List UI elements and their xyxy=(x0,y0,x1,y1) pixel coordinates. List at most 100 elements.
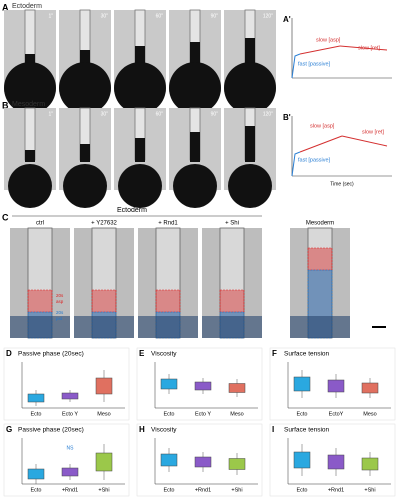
plot-frame xyxy=(3,423,130,497)
label: EctoY xyxy=(329,411,344,417)
explant xyxy=(59,62,111,114)
asp-region xyxy=(155,289,181,313)
label: fast [passive] xyxy=(298,61,331,67)
asp-region xyxy=(307,247,333,271)
label: +Shi xyxy=(364,487,375,493)
label: +Rnd1 xyxy=(328,487,344,493)
label: slow [asp] xyxy=(310,123,335,129)
explant xyxy=(118,164,162,208)
label: fast [passive] xyxy=(298,157,331,163)
label: Passive phase (20sec) xyxy=(18,427,84,434)
aspirated-tongue xyxy=(135,138,145,162)
label: Meso xyxy=(230,411,243,417)
box xyxy=(327,454,345,470)
asp-region xyxy=(91,289,117,313)
label: + Y27632 xyxy=(91,221,117,227)
scale-bar xyxy=(372,326,386,328)
label: G xyxy=(6,425,12,434)
explant xyxy=(169,62,221,114)
label: Ectoderm xyxy=(117,207,147,214)
plot-frame xyxy=(269,423,396,497)
box xyxy=(95,377,113,395)
aspirated-tongue xyxy=(190,132,200,162)
label: I xyxy=(272,425,274,434)
box xyxy=(27,393,45,403)
asp-region xyxy=(27,289,53,313)
label: pst xyxy=(56,316,63,321)
label: 60" xyxy=(156,111,164,117)
aspirated-tongue xyxy=(80,144,90,162)
box xyxy=(160,453,178,467)
explant xyxy=(4,62,56,114)
explant xyxy=(224,62,276,114)
label: 20s xyxy=(56,293,64,298)
box xyxy=(160,378,178,390)
label: +Rnd1 xyxy=(195,487,211,493)
box xyxy=(61,392,79,400)
label: A xyxy=(2,2,9,12)
box xyxy=(61,467,79,477)
label: Viscosity xyxy=(151,351,177,358)
label: 120" xyxy=(263,111,273,117)
label: Ectoderm xyxy=(12,3,42,10)
label: Ecto xyxy=(296,411,307,417)
label: 1" xyxy=(48,111,53,117)
label: 90" xyxy=(211,111,219,117)
explant xyxy=(63,164,107,208)
label: Mesoderm xyxy=(12,101,45,108)
aspirated-tongue xyxy=(25,150,35,162)
label: 120" xyxy=(263,13,273,19)
explant xyxy=(114,62,166,114)
label: asp xyxy=(56,299,64,304)
label: + Shi xyxy=(225,221,239,227)
label: B' xyxy=(283,113,291,122)
curve-asp xyxy=(299,135,343,153)
asp-region xyxy=(219,289,245,313)
label: A' xyxy=(283,15,291,24)
explant-base xyxy=(74,316,134,338)
label: B xyxy=(2,100,9,110)
label: C xyxy=(2,212,9,222)
label: Ecto Y xyxy=(195,411,211,417)
label: +Rnd1 xyxy=(62,487,78,493)
label: 90" xyxy=(211,13,219,19)
label: NS xyxy=(67,445,75,451)
label: slow [ret] xyxy=(358,45,380,51)
label: E xyxy=(139,349,145,358)
label: Mesoderm xyxy=(306,221,334,227)
explant xyxy=(8,164,52,208)
box xyxy=(228,383,246,393)
label: D xyxy=(6,349,12,358)
curve-ret xyxy=(341,135,388,147)
aspirated-tongue xyxy=(135,46,145,64)
box xyxy=(27,468,45,480)
label: +Shi xyxy=(98,487,109,493)
box xyxy=(361,457,379,471)
label: + Rnd1 xyxy=(158,221,178,227)
label: Surface tension xyxy=(284,427,330,434)
curve-ret xyxy=(339,45,388,51)
explant-base xyxy=(138,316,198,338)
explant-base xyxy=(290,316,350,338)
explant xyxy=(173,164,217,208)
label: F xyxy=(272,349,277,358)
box xyxy=(361,382,379,394)
label: 60" xyxy=(156,13,164,19)
box xyxy=(194,456,212,468)
box xyxy=(228,458,246,470)
curve-passive xyxy=(291,151,301,177)
label: 20s xyxy=(56,310,64,315)
label: 30" xyxy=(101,111,109,117)
label: Ecto Y xyxy=(62,411,78,417)
explant-base xyxy=(202,316,262,338)
label: slow [asp] xyxy=(316,37,341,43)
label: Surface tension xyxy=(284,351,330,358)
box xyxy=(327,379,345,393)
box xyxy=(293,451,311,469)
aspirated-tongue xyxy=(245,126,255,162)
box xyxy=(194,381,212,391)
label: Ecto xyxy=(296,487,307,493)
label: Ecto xyxy=(30,487,41,493)
label: Ecto xyxy=(163,411,174,417)
